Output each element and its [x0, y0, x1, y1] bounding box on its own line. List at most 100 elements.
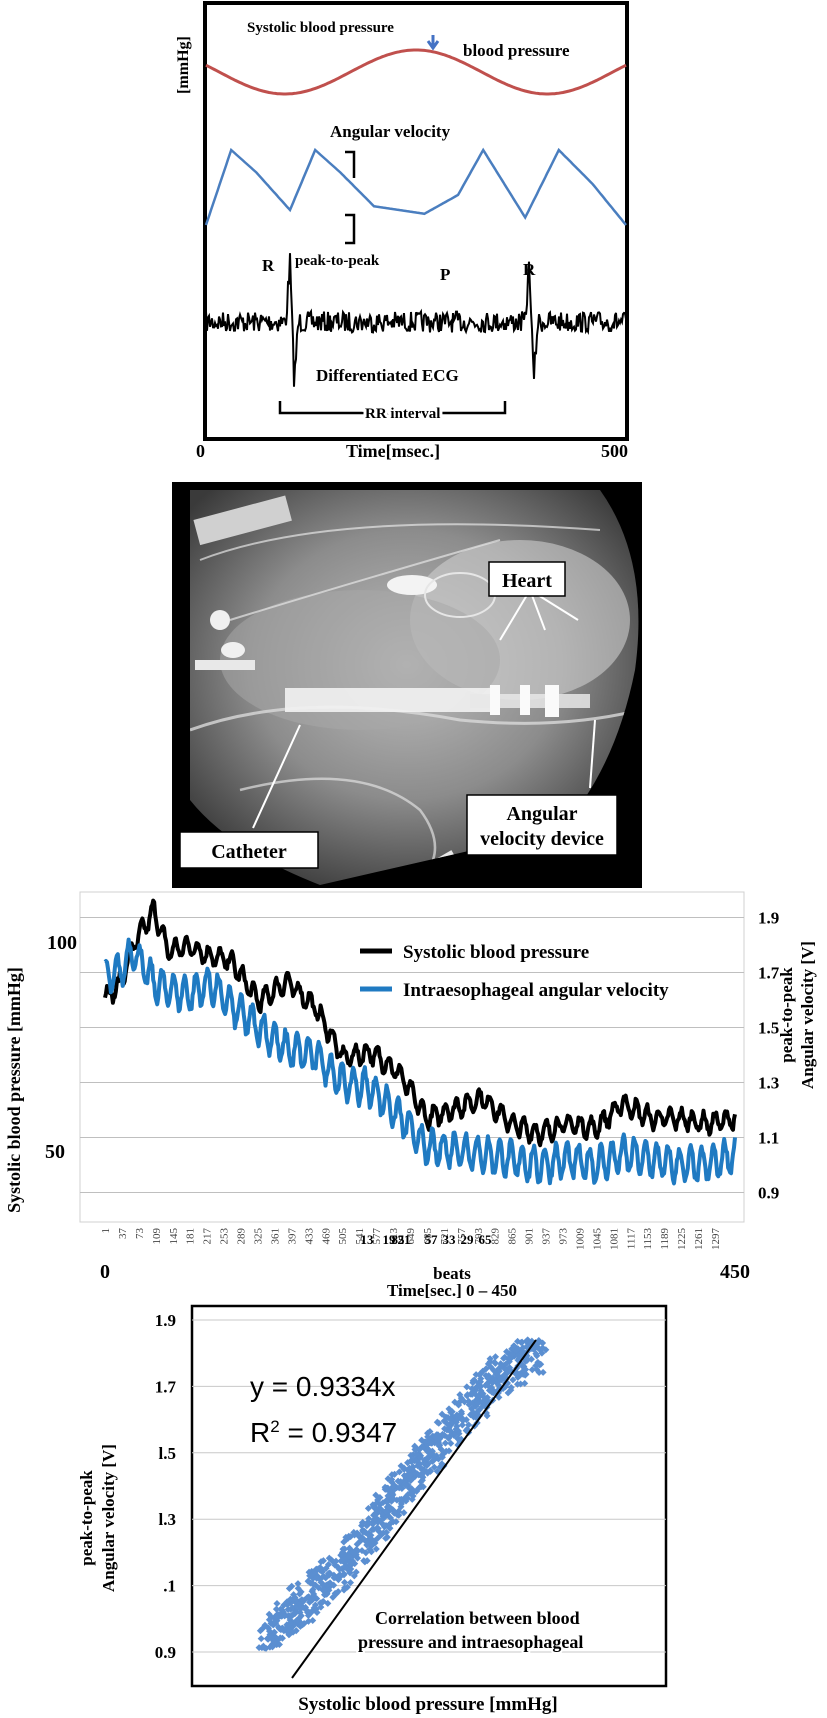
scatter-point — [275, 1623, 283, 1631]
scatter-point — [361, 1558, 369, 1566]
scatter-point — [270, 1628, 278, 1636]
scatter-point — [376, 1517, 384, 1525]
rr-annotation: RR interval — [365, 406, 440, 422]
y-right-label-line1: peak-to-peak — [777, 967, 796, 1063]
x-axis-label: Systolic blood pressure [mmHg] — [298, 1694, 558, 1715]
scatter-point — [442, 1447, 450, 1455]
scatter-point — [326, 1579, 334, 1587]
x-end-tick: 450 — [720, 1261, 750, 1283]
scatter-point — [340, 1571, 348, 1579]
scatter-point — [510, 1342, 518, 1350]
y-tick: .1 — [163, 1577, 176, 1596]
caption-line1: Correlation between blood — [375, 1608, 580, 1628]
y-tick: l.5 — [159, 1444, 176, 1463]
scatter-point — [490, 1358, 499, 1366]
series-angular-velocity — [204, 147, 627, 226]
series-ecg — [205, 253, 627, 387]
bp-annotation: blood pressure — [463, 41, 570, 60]
peak-bracket — [345, 150, 356, 245]
y-right-tick: 1.1 — [758, 1129, 779, 1148]
scatter-point — [335, 1565, 344, 1573]
heart-pointer-1 — [499, 589, 531, 641]
scatter-point — [542, 1346, 550, 1354]
scatter-point — [532, 1350, 540, 1358]
scatter-point — [316, 1566, 324, 1574]
scatter-point — [354, 1554, 362, 1562]
x-tick-label: 469 — [320, 1228, 332, 1245]
x-tick-labels: 1 37 73 109 145 181 217 253 289 325 361 397 433 469 50… — [100, 1228, 722, 1251]
scatter-point — [400, 1509, 408, 1517]
scatter-point — [474, 1399, 482, 1407]
caption-line2: pressure and intraesophageal — [358, 1632, 583, 1652]
y-right-tick: 1.5 — [758, 1019, 779, 1038]
x-tick-overlap: 65 — [479, 1232, 493, 1247]
scatter-point — [452, 1425, 460, 1433]
y-tick: 1.9 — [155, 1311, 176, 1330]
scatter-point — [493, 1371, 502, 1379]
scatter-point — [391, 1470, 399, 1478]
x-tick-label: 73 — [134, 1228, 146, 1240]
scatter-point — [395, 1484, 403, 1492]
scatter-point — [285, 1626, 293, 1634]
p-wave-label: P — [440, 265, 450, 284]
timeseries-panel: Systolic blood pressure [mmHg] 100 50 1.… — [0, 890, 827, 1300]
scatter-point — [341, 1578, 349, 1586]
scatter-point — [539, 1368, 547, 1376]
scatter-point — [346, 1569, 354, 1577]
fit-line — [291, 1339, 537, 1679]
x-tick-label: 721 — [439, 1228, 451, 1245]
y-unit-label: [mmHg] — [175, 36, 192, 94]
x-tick-label: 361 — [269, 1228, 281, 1245]
scatter-point — [346, 1579, 355, 1587]
angular-annotation: Angular velocity — [330, 122, 451, 141]
x-start-tick: 0 — [196, 441, 205, 461]
device-label-box — [466, 794, 618, 856]
y-right-ticks: 1.9 1.7 1.5 1.3 1.1 0.9 — [758, 909, 780, 1203]
device-label-line2: velocity device — [480, 828, 604, 850]
y-label-line2: Angular velocity [V] — [99, 1444, 118, 1592]
legend-bp: Systolic blood pressure — [403, 942, 589, 963]
scatter-point — [475, 1371, 484, 1379]
x-tick-label: 1009 — [574, 1228, 586, 1251]
systolic-annotation: Systolic blood pressure — [247, 20, 394, 36]
scatter-point — [534, 1344, 542, 1352]
scatter-point — [292, 1627, 300, 1635]
scatter-point — [367, 1548, 375, 1556]
scatter-point — [257, 1635, 265, 1643]
scatter-frame — [190, 1304, 668, 1688]
y-right-tick: 1.9 — [758, 909, 779, 928]
legend-angular: Intraesophageal angular velocity — [403, 980, 669, 1001]
scatter-point — [321, 1591, 329, 1599]
x-tick-label: 1189 — [659, 1228, 671, 1250]
scatter-point — [310, 1580, 318, 1588]
catheter-pointer — [252, 724, 301, 829]
scatter-point — [265, 1616, 273, 1624]
scatter-point — [384, 1475, 392, 1483]
scatter-point — [491, 1353, 500, 1361]
y-tick: 0.9 — [155, 1643, 176, 1662]
x-tick-label: 1297 — [710, 1228, 722, 1251]
scatter-point — [317, 1578, 325, 1586]
scatter-point — [313, 1574, 321, 1582]
x-tick-label: 757 — [456, 1228, 468, 1245]
catheter-probe — [285, 688, 495, 712]
x-tick-label: 793 — [473, 1228, 485, 1245]
x-tick-overlap: 85 — [392, 1232, 406, 1247]
scatter-point — [270, 1638, 278, 1646]
scatter-point — [438, 1410, 446, 1418]
x-tick-label: 829 — [490, 1228, 502, 1245]
x-label-beats: beats — [433, 1264, 471, 1283]
x-tick-label: 1 — [100, 1228, 112, 1234]
scatter-point — [390, 1509, 398, 1517]
x-tick-overlap: 13 — [361, 1232, 375, 1247]
y-right-label-line2: Angular velocity [V] — [798, 941, 817, 1089]
scatter-point — [286, 1595, 295, 1603]
scatter-point — [456, 1391, 464, 1399]
waveform-chart: [mmHg] Systolic blood pressure blood pre… — [175, 1, 629, 461]
x-tick-label: 1045 — [591, 1228, 603, 1251]
xray-image: Heart Catheter Angular velocity device — [172, 482, 642, 888]
x-tick-label: 181 — [185, 1228, 197, 1245]
scatter-point — [477, 1389, 485, 1397]
legend: Systolic blood pressure Intraesophageal … — [360, 942, 669, 1001]
scatter-point — [318, 1598, 326, 1606]
